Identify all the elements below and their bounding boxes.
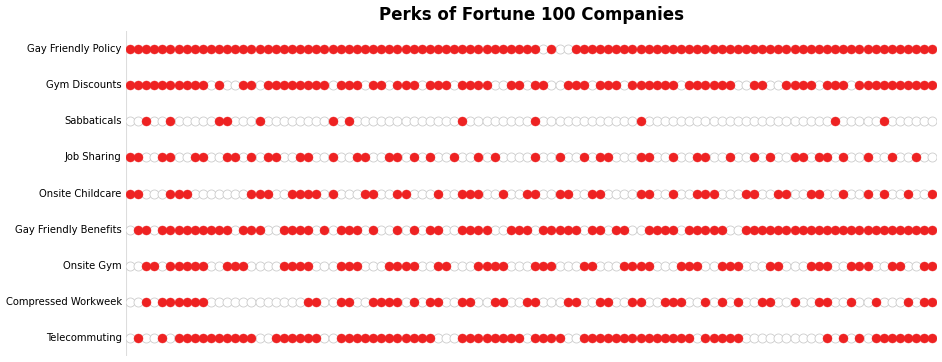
Title: Perks of Fortune 100 Companies: Perks of Fortune 100 Companies [379,5,684,24]
